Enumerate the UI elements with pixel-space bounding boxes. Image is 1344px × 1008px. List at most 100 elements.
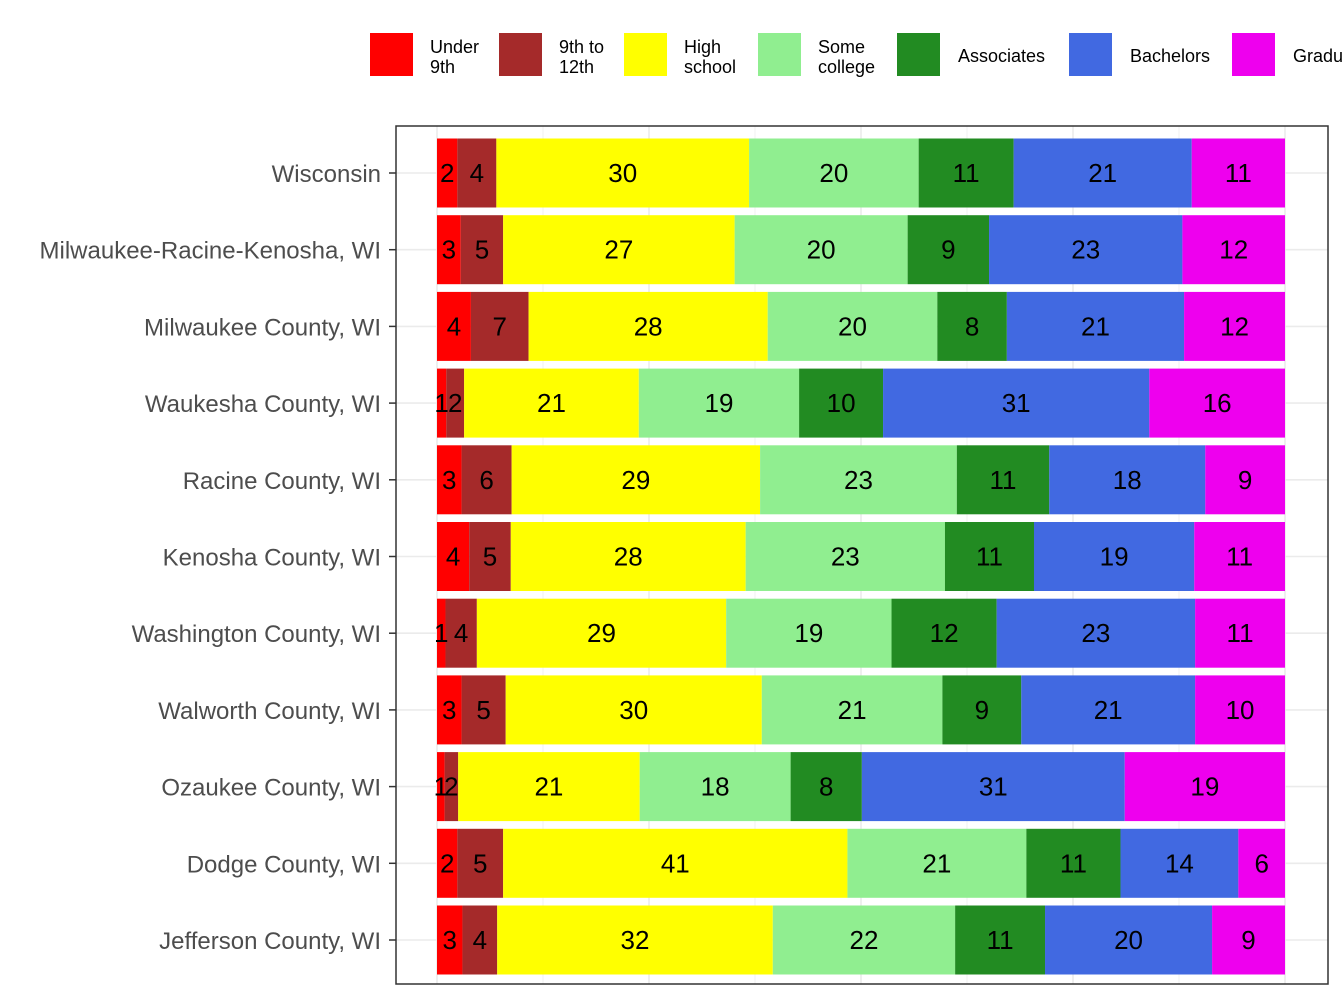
data-label-milwaukee-racine-kenosha-wi-some-college: 20 (807, 235, 836, 265)
data-label-walworth-county-wi-some-college: 21 (838, 695, 867, 725)
data-label-waukesha-county-wi-graduate: 16 (1203, 388, 1232, 418)
bar-walworth-county-wi-associates (942, 675, 1022, 745)
data-label-jefferson-county-wi-graduate: 9 (1241, 925, 1255, 955)
bar-milwaukee-racine-kenosha-wi-associates (907, 215, 990, 285)
y-tick-label-milwaukee-racine-kenosha-wi: Milwaukee-Racine-Kenosha, WI (40, 238, 381, 265)
bar-milwaukee-racine-kenosha-wi-high-school (503, 215, 735, 285)
data-label-racine-county-wi-bachelors: 18 (1113, 465, 1142, 495)
data-label-walworth-county-wi-graduate: 10 (1226, 695, 1255, 725)
y-tick-label-ozaukee-county-wi: Ozaukee County, WI (161, 775, 381, 802)
legend-key-some-college (758, 33, 801, 76)
data-label-walworth-county-wi-under-9th: 3 (442, 695, 456, 725)
bar-milwaukee-racine-kenosha-wi-graduate (1182, 215, 1285, 285)
y-tick-label-waukesha-county-wi: Waukesha County, WI (145, 391, 381, 418)
data-label-ozaukee-county-wi-associates: 8 (819, 772, 833, 802)
data-label-racine-county-wi-associates: 11 (990, 465, 1017, 495)
y-tick-label-dodge-county-wi: Dodge County, WI (187, 851, 381, 878)
data-label-wisconsin-high-school: 30 (608, 158, 637, 188)
bar-racine-county-wi-high-school (511, 445, 761, 515)
bar-ozaukee-county-wi-graduate (1124, 752, 1285, 822)
bar-dodge-county-wi-some-college (847, 828, 1027, 898)
data-label-kenosha-county-wi-some-college: 23 (831, 542, 860, 572)
data-label-washington-county-wi-some-college: 19 (794, 618, 823, 648)
data-label-waukesha-county-wi-bachelors: 31 (1002, 388, 1031, 418)
data-labels: 2 4 30 20 11 21 113 5 27 20 9 23 124 7 28 20 8 21 121 2 21 19… (434, 158, 1269, 955)
data-label-racine-county-wi-9th-to-12th: 6 (479, 465, 493, 495)
bar-walworth-county-wi-graduate (1195, 675, 1285, 745)
data-label-wisconsin-9th-to-12th: 4 (470, 158, 484, 188)
bar-wisconsin-high-school (496, 138, 750, 208)
bar-washington-county-wi-high-school (476, 598, 727, 668)
bar-walworth-county-wi-high-school (505, 675, 762, 745)
bar-washington-county-wi-some-college (726, 598, 892, 668)
bar-washington-county-wi-9th-to-12th (445, 598, 477, 668)
data-label-wisconsin-under-9th: 2 (440, 158, 454, 188)
bar-jefferson-county-wi-high-school (497, 905, 773, 975)
bar-wisconsin-some-college (749, 138, 919, 208)
bar-racine-county-wi-9th-to-12th (461, 445, 512, 515)
data-label-racine-county-wi-graduate: 9 (1238, 465, 1252, 495)
data-label-washington-county-wi-graduate: 11 (1227, 618, 1254, 648)
bar-milwaukee-county-wi-associates (937, 291, 1007, 361)
legend-label-bachelors: Bachelors (1130, 46, 1210, 66)
bar-ozaukee-county-wi-associates (790, 752, 862, 822)
legend-label-some-college: Some college (818, 37, 875, 77)
bar-milwaukee-county-wi-9th-to-12th (470, 291, 529, 361)
data-label-ozaukee-county-wi-9th-to-12th: 2 (444, 772, 458, 802)
bar-dodge-county-wi-bachelors (1120, 828, 1239, 898)
data-label-walworth-county-wi-9th-to-12th: 5 (476, 695, 490, 725)
data-label-milwaukee-county-wi-bachelors: 21 (1081, 311, 1110, 341)
bar-dodge-county-wi-9th-to-12th (457, 828, 504, 898)
legend: Under 9th 9th to 12th High school Some college A… (370, 33, 1343, 77)
y-tick-label-wisconsin: Wisconsin (272, 161, 381, 188)
data-label-ozaukee-county-wi-under-9th: 1 (434, 772, 448, 802)
data-label-walworth-county-wi-bachelors: 21 (1094, 695, 1123, 725)
data-label-waukesha-county-wi-associates: 10 (827, 388, 856, 418)
data-label-wisconsin-graduate: 11 (1225, 158, 1252, 188)
data-label-milwaukee-county-wi-under-9th: 4 (447, 311, 461, 341)
data-label-kenosha-county-wi-9th-to-12th: 5 (483, 542, 497, 572)
legend-label-9th-to-12th: 9th to 12th (559, 37, 604, 77)
data-label-dodge-county-wi-graduate: 6 (1254, 848, 1268, 878)
bar-wisconsin-under-9th (437, 138, 458, 208)
bar-milwaukee-racine-kenosha-wi-under-9th (437, 215, 461, 285)
y-tick-label-milwaukee-county-wi: Milwaukee County, WI (144, 314, 381, 341)
bar-milwaukee-county-wi-graduate (1184, 291, 1285, 361)
legend-key-under-9th (370, 33, 413, 76)
bar-milwaukee-county-wi-some-college (767, 291, 938, 361)
data-label-milwaukee-county-wi-9th-to-12th: 7 (493, 311, 507, 341)
bar-jefferson-county-wi-associates (955, 905, 1046, 975)
data-label-kenosha-county-wi-under-9th: 4 (446, 542, 460, 572)
data-label-walworth-county-wi-associates: 9 (975, 695, 989, 725)
bar-jefferson-county-wi-graduate (1212, 905, 1285, 975)
data-label-milwaukee-county-wi-high-school: 28 (634, 311, 663, 341)
bar-dodge-county-wi-associates (1026, 828, 1121, 898)
legend-key-high-school (624, 33, 667, 76)
bar-kenosha-county-wi-high-school (510, 522, 746, 591)
bar-washington-county-wi-under-9th (437, 598, 446, 668)
bar-ozaukee-county-wi-under-9th (437, 752, 445, 822)
bar-ozaukee-county-wi-some-college (639, 752, 791, 822)
y-axis-labels: Wisconsin Milwaukee-Racine-Kenosha, WI Mil… (40, 161, 381, 955)
legend-label-associates: Associates (958, 46, 1045, 66)
bar-racine-county-wi-under-9th (437, 445, 462, 515)
data-label-racine-county-wi-high-school: 29 (621, 465, 650, 495)
legend-label-high-school: High school (684, 37, 736, 77)
bar-milwaukee-county-wi-under-9th (437, 291, 471, 361)
bar-waukesha-county-wi-associates (799, 368, 884, 438)
data-label-ozaukee-county-wi-some-college: 18 (701, 772, 730, 802)
bar-racine-county-wi-bachelors (1049, 445, 1206, 515)
bar-jefferson-county-wi-9th-to-12th (462, 905, 498, 975)
bar-walworth-county-wi-under-9th (437, 675, 462, 745)
bar-wisconsin-bachelors (1013, 138, 1192, 208)
bar-milwaukee-county-wi-high-school (528, 291, 768, 361)
data-label-waukesha-county-wi-under-9th: 1 (434, 388, 448, 418)
data-label-washington-county-wi-high-school: 29 (587, 618, 616, 648)
bar-racine-county-wi-graduate (1205, 445, 1285, 515)
data-label-jefferson-county-wi-high-school: 32 (621, 925, 650, 955)
bar-racine-county-wi-associates (956, 445, 1050, 515)
bar-washington-county-wi-graduate (1195, 598, 1285, 668)
data-label-dodge-county-wi-associates: 11 (1060, 848, 1087, 878)
data-label-dodge-county-wi-bachelors: 14 (1165, 848, 1194, 878)
